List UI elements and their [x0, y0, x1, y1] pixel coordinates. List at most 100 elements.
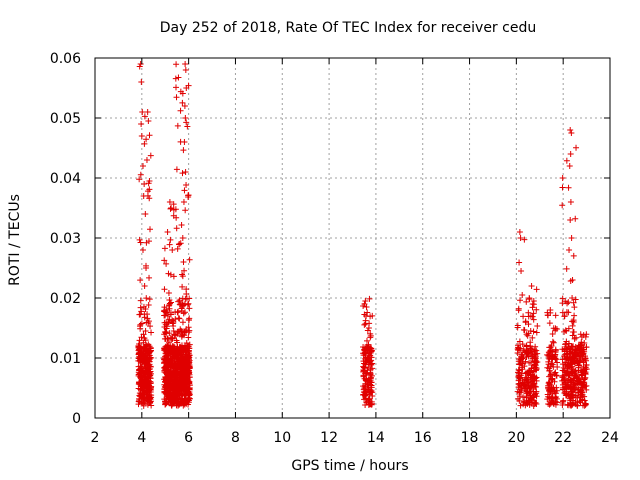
data-point — [569, 369, 576, 376]
data-point — [362, 391, 369, 398]
data-point — [544, 312, 551, 319]
data-point — [514, 369, 521, 376]
x-tick-label: 14 — [367, 430, 385, 446]
data-point — [182, 61, 189, 67]
data-point — [140, 400, 147, 407]
data-point — [562, 392, 569, 399]
data-point — [570, 319, 577, 325]
data-point — [174, 245, 181, 252]
data-point — [559, 295, 566, 302]
data-point — [139, 109, 146, 115]
data-point — [172, 383, 179, 390]
x-tick-label: 18 — [461, 430, 479, 446]
data-point — [532, 359, 539, 366]
data-point — [182, 207, 189, 214]
data-point — [179, 319, 186, 326]
data-point — [143, 295, 150, 302]
data-point — [568, 363, 575, 370]
data-point — [365, 384, 372, 391]
data-point — [135, 344, 142, 351]
data-point — [146, 132, 153, 139]
data-point — [180, 348, 187, 355]
data-point — [367, 334, 374, 341]
data-point — [533, 377, 540, 384]
x-axis-label: GPS time / hours — [291, 458, 408, 474]
data-point — [533, 306, 540, 313]
data-point — [173, 337, 180, 344]
data-point — [162, 312, 169, 319]
data-point — [554, 399, 561, 406]
data-point — [568, 235, 575, 241]
data-point — [549, 338, 556, 345]
data-point — [563, 356, 570, 363]
data-point — [140, 383, 147, 390]
data-point — [562, 369, 569, 376]
data-point — [168, 385, 175, 392]
data-point — [525, 309, 532, 316]
data-point — [174, 343, 181, 350]
data-point — [147, 348, 154, 355]
data-point — [185, 300, 192, 307]
data-point — [554, 359, 561, 366]
data-point — [565, 299, 572, 306]
data-point — [167, 311, 174, 318]
data-point — [162, 382, 169, 389]
data-point — [180, 147, 187, 154]
data-point — [179, 295, 186, 302]
data-point — [166, 316, 173, 323]
data-point — [137, 171, 144, 178]
data-point — [569, 322, 576, 329]
data-point — [170, 273, 177, 280]
x-tick-label: 4 — [137, 430, 146, 446]
data-point — [360, 368, 367, 375]
data-point — [147, 375, 154, 382]
data-point — [559, 346, 566, 353]
data-point — [146, 274, 153, 281]
data-point — [565, 184, 572, 191]
data-point — [180, 387, 187, 394]
data-point — [180, 199, 187, 205]
y-axis-label: ROTI / TECUs — [7, 194, 23, 286]
data-point — [560, 397, 567, 404]
data-point — [186, 354, 193, 361]
data-point — [136, 337, 143, 344]
data-point — [552, 325, 559, 332]
data-point — [547, 344, 554, 351]
data-point — [161, 245, 168, 252]
data-point — [546, 320, 553, 327]
data-point — [551, 370, 558, 377]
data-point — [529, 372, 536, 379]
data-point — [581, 379, 588, 386]
data-point — [183, 85, 190, 91]
data-point — [517, 235, 524, 241]
data-point — [526, 399, 533, 406]
data-point — [534, 358, 541, 365]
data-point — [175, 74, 182, 81]
data-point — [179, 235, 186, 241]
data-point — [165, 363, 172, 370]
data-point — [147, 226, 154, 233]
data-point — [179, 170, 186, 177]
data-point — [181, 139, 188, 145]
data-point — [182, 392, 189, 399]
data-point — [517, 297, 524, 304]
data-point — [175, 346, 182, 353]
data-point — [519, 379, 526, 386]
data-point — [177, 345, 184, 352]
data-point — [176, 392, 183, 399]
data-point — [519, 341, 526, 348]
data-point — [167, 236, 174, 243]
data-point — [186, 315, 193, 322]
data-point — [533, 366, 540, 373]
data-point — [525, 321, 532, 328]
data-point — [516, 338, 523, 345]
data-point — [142, 354, 149, 361]
data-point — [184, 301, 191, 308]
y-tick-label: 0.05 — [50, 111, 81, 127]
data-point — [148, 329, 155, 336]
data-point — [365, 364, 372, 371]
data-point — [578, 339, 585, 346]
x-tick-label: 2 — [91, 430, 100, 446]
data-point — [368, 379, 375, 386]
data-point — [169, 247, 176, 253]
